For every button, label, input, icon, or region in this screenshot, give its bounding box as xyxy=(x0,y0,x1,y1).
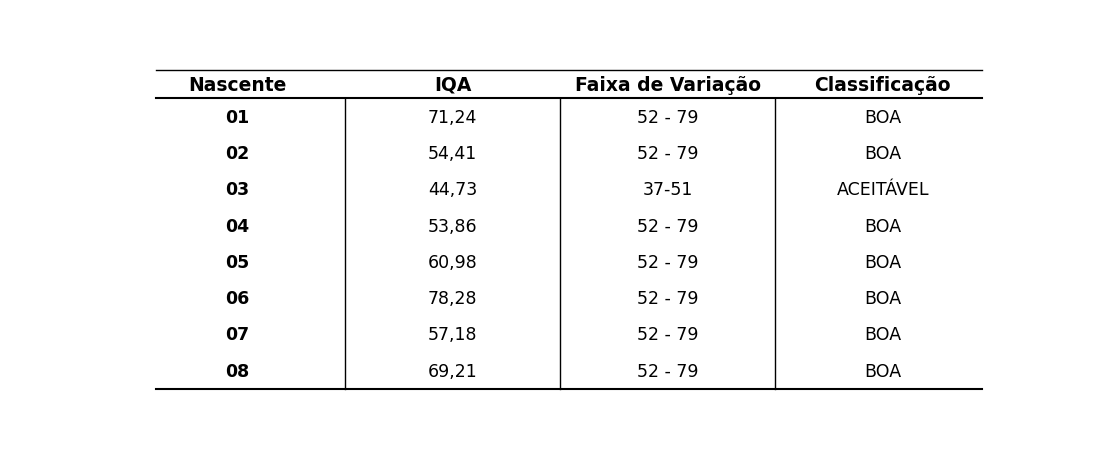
Text: 78,28: 78,28 xyxy=(428,290,477,308)
Text: 52 - 79: 52 - 79 xyxy=(637,253,698,271)
Text: 08: 08 xyxy=(225,362,250,380)
Text: 02: 02 xyxy=(225,145,250,162)
Text: Classificação: Classificação xyxy=(815,76,951,95)
Text: 52 - 79: 52 - 79 xyxy=(637,217,698,235)
Text: 53,86: 53,86 xyxy=(428,217,477,235)
Text: 06: 06 xyxy=(225,290,250,308)
Text: 71,24: 71,24 xyxy=(428,108,477,126)
Text: 52 - 79: 52 - 79 xyxy=(637,145,698,162)
Text: BOA: BOA xyxy=(865,108,901,126)
Text: IQA: IQA xyxy=(434,76,472,95)
Text: BOA: BOA xyxy=(865,326,901,344)
Text: 54,41: 54,41 xyxy=(428,145,477,162)
Text: 52 - 79: 52 - 79 xyxy=(637,362,698,380)
Text: 52 - 79: 52 - 79 xyxy=(637,108,698,126)
Text: 07: 07 xyxy=(225,326,250,344)
Text: 05: 05 xyxy=(225,253,250,271)
Text: BOA: BOA xyxy=(865,145,901,162)
Text: 03: 03 xyxy=(225,181,250,199)
Text: 37-51: 37-51 xyxy=(643,181,693,199)
Text: BOA: BOA xyxy=(865,253,901,271)
Text: BOA: BOA xyxy=(865,290,901,308)
Text: BOA: BOA xyxy=(865,362,901,380)
Text: 52 - 79: 52 - 79 xyxy=(637,326,698,344)
Text: BOA: BOA xyxy=(865,217,901,235)
Text: 60,98: 60,98 xyxy=(427,253,477,271)
Text: 04: 04 xyxy=(225,217,250,235)
Text: 57,18: 57,18 xyxy=(428,326,477,344)
Text: Faixa de Variação: Faixa de Variação xyxy=(575,76,760,95)
Text: ACEITÁVEL: ACEITÁVEL xyxy=(837,181,929,199)
Text: Nascente: Nascente xyxy=(189,76,286,95)
Text: 69,21: 69,21 xyxy=(427,362,477,380)
Text: 01: 01 xyxy=(225,108,250,126)
Text: 52 - 79: 52 - 79 xyxy=(637,290,698,308)
Text: 44,73: 44,73 xyxy=(428,181,477,199)
